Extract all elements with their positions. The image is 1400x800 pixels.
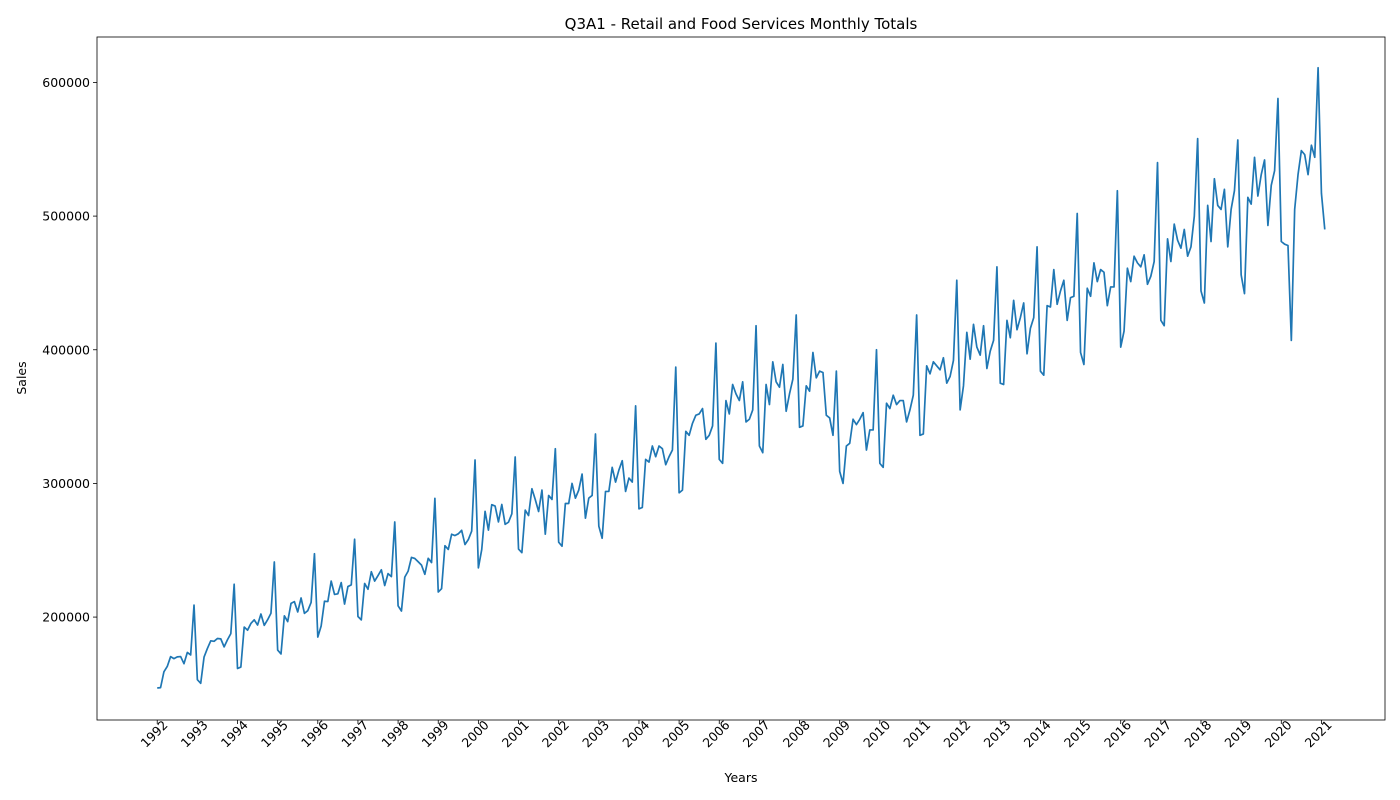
x-tick-label: 1994 <box>218 717 251 750</box>
y-tick-label: 300000 <box>42 476 90 491</box>
x-tick-label: 1992 <box>137 717 170 750</box>
x-tick-label: 1995 <box>258 717 291 750</box>
chart-title: Q3A1 - Retail and Food Services Monthly … <box>565 15 918 33</box>
x-tick-label: 2001 <box>499 717 532 750</box>
y-tick-label: 600000 <box>42 75 90 90</box>
y-axis-label: Sales <box>14 361 29 394</box>
x-tick-label: 2019 <box>1221 717 1254 750</box>
x-tick-label: 2011 <box>900 717 933 750</box>
x-tick-label: 2006 <box>700 717 733 750</box>
x-tick-label: 2018 <box>1181 717 1214 750</box>
x-tick-label: 2007 <box>740 717 773 750</box>
x-tick-label: 2012 <box>940 717 973 750</box>
y-tick-label: 200000 <box>42 610 90 625</box>
y-tick-label: 400000 <box>42 342 90 357</box>
plot-frame <box>96 36 1386 721</box>
x-tick-label: 2014 <box>1021 717 1054 750</box>
x-tick-label: 1997 <box>338 717 371 750</box>
x-tick-label: 2010 <box>860 717 893 750</box>
x-tick-label: 2017 <box>1141 717 1174 750</box>
plot-area: 1992 1993 1994 1995 1996 1997 1998 1999 2000 2001… <box>42 36 1386 750</box>
x-tick-label: 1999 <box>419 717 452 750</box>
x-tick-label: 2004 <box>619 717 652 750</box>
x-tick-label: 2013 <box>981 717 1014 750</box>
x-tick-label: 2008 <box>780 717 813 750</box>
x-tick-label: 1998 <box>378 717 411 750</box>
x-tick-label: 2021 <box>1302 717 1335 750</box>
x-tick-label: 2015 <box>1061 717 1094 750</box>
y-tick-label: 500000 <box>42 209 90 224</box>
x-axis-label: Years <box>724 770 758 785</box>
x-tick-label: 1993 <box>178 717 211 750</box>
x-tick-label: 2020 <box>1262 717 1295 750</box>
x-tick-label: 2003 <box>579 717 612 750</box>
x-tick-label: 2009 <box>820 717 853 750</box>
x-tick-label: 2002 <box>539 717 572 750</box>
x-tick-label: 2016 <box>1101 717 1134 750</box>
series-line-0 <box>157 66 1326 689</box>
x-tick-label: 2000 <box>459 717 492 750</box>
x-tick-label: 2005 <box>659 717 692 750</box>
x-tick-label: 1996 <box>298 717 331 750</box>
